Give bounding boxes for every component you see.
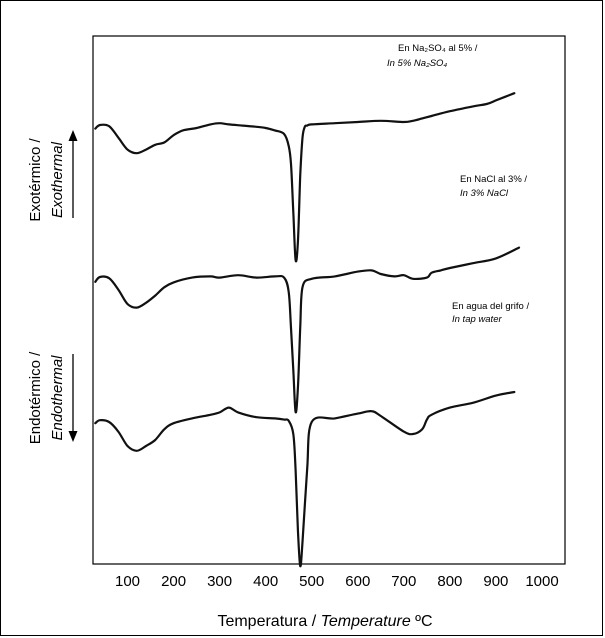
x-tick-labels: 100 200 300 400 500 600 700 800 900 1000 [115,573,559,590]
series-label-3-en: In tap water [452,314,502,325]
exothermal-label-es: Exotérmico / [27,137,44,221]
x-tick-label: 800 [437,573,462,590]
exothermal-label-en: Exothermal [49,141,66,218]
x-tick-label: 400 [253,573,278,590]
plot-area [92,35,566,565]
endothermal-label-es: Endotérmico / [27,351,44,444]
x-tick-label: 1000 [525,573,558,590]
series-line-1 [94,92,516,263]
exothermal-axis-label: Exotérmico / Exothermal [27,137,66,221]
x-tick-label: 600 [345,573,370,590]
series-line-2 [94,246,521,414]
series-label-1: En Na₂SO₄ al 5% / In 5% Na₂SO₄ [387,43,478,69]
x-tick-label: 700 [391,573,416,590]
x-tick-label: 300 [207,573,232,590]
series-label-1-es: En Na₂SO₄ al 5% / [398,43,478,54]
series-label-2-en: In 3% NaCl [460,188,509,199]
series-line-3 [94,390,516,568]
series-label-2: En NaCl al 3% / In 3% NaCl [460,174,527,199]
series-label-3: En agua del grifo / In tap water [452,301,529,325]
x-axis-title-unit: ºC [411,613,433,630]
x-tick-label: 900 [483,573,508,590]
x-axis-title-es: Temperatura / [217,613,320,630]
endothermal-axis-label: Endotérmico / Endothermal [27,351,66,444]
curves-group [94,92,521,568]
endothermal-arrow [68,354,78,442]
endothermal-label-en: Endothermal [49,355,66,441]
series-label-1-en: In 5% Na₂SO₄ [387,58,447,69]
series-label-2-es: En NaCl al 3% / [460,174,527,185]
x-axis-title: Temperatura / Temperature ºC [217,613,432,630]
x-axis-title-en: Temperature [321,613,411,630]
exothermal-arrow [68,130,78,218]
x-tick-label: 100 [115,573,140,590]
x-tick-label: 500 [299,573,324,590]
series-label-3-es: En agua del grifo / [452,301,529,312]
x-tick-label: 200 [161,573,186,590]
